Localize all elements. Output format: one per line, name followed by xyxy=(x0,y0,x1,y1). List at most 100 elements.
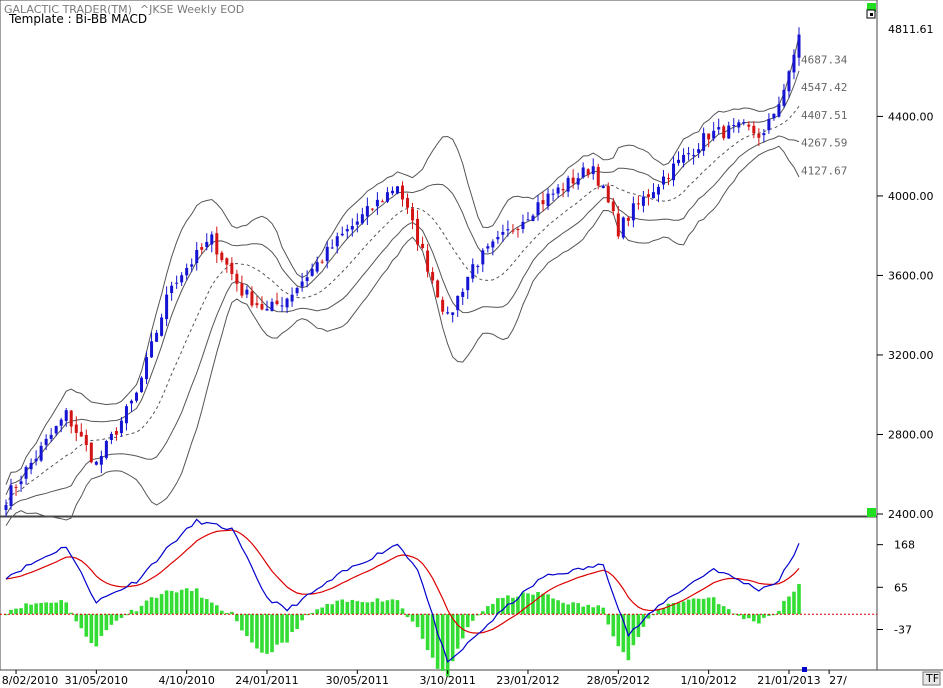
candle[interactable] xyxy=(782,83,786,108)
candle[interactable] xyxy=(586,168,590,178)
candle[interactable] xyxy=(446,306,450,315)
candle[interactable] xyxy=(129,399,133,412)
candle[interactable] xyxy=(140,376,144,393)
candle[interactable] xyxy=(732,118,736,133)
candle[interactable] xyxy=(511,224,515,235)
candle[interactable] xyxy=(531,213,535,222)
candle[interactable] xyxy=(626,216,630,227)
candle[interactable] xyxy=(521,214,525,234)
candle[interactable] xyxy=(104,439,108,460)
candle[interactable] xyxy=(210,231,214,253)
candle[interactable] xyxy=(245,285,249,299)
candle[interactable] xyxy=(335,232,339,254)
candle[interactable] xyxy=(365,197,369,226)
candle[interactable] xyxy=(270,298,274,312)
candle[interactable] xyxy=(375,192,379,215)
candle[interactable] xyxy=(360,207,364,225)
candle[interactable] xyxy=(74,416,78,442)
candle[interactable] xyxy=(406,193,410,214)
candle[interactable] xyxy=(677,151,681,166)
candle[interactable] xyxy=(310,263,314,277)
candle[interactable] xyxy=(160,313,164,337)
candle[interactable] xyxy=(546,188,550,211)
candle[interactable] xyxy=(69,409,73,434)
candle[interactable] xyxy=(89,442,93,464)
candle[interactable] xyxy=(260,296,264,311)
candle[interactable] xyxy=(596,163,600,190)
candle[interactable] xyxy=(611,197,615,216)
candle[interactable] xyxy=(416,210,420,251)
candle[interactable] xyxy=(651,183,655,199)
candle[interactable] xyxy=(486,243,490,253)
candle[interactable] xyxy=(320,259,324,264)
candle[interactable] xyxy=(471,258,475,283)
candle[interactable] xyxy=(370,208,374,212)
candle[interactable] xyxy=(506,220,510,237)
candle[interactable] xyxy=(692,148,696,165)
candle[interactable] xyxy=(155,330,159,342)
candle[interactable] xyxy=(581,162,585,179)
scroll-marker[interactable] xyxy=(802,667,807,672)
candle[interactable] xyxy=(451,312,455,323)
candle[interactable] xyxy=(124,404,128,431)
candle[interactable] xyxy=(491,239,495,256)
candle[interactable] xyxy=(114,427,118,441)
candle[interactable] xyxy=(325,241,329,269)
candle[interactable] xyxy=(401,181,404,207)
candle[interactable] xyxy=(165,286,169,327)
candle[interactable] xyxy=(14,484,18,496)
candle[interactable] xyxy=(456,295,460,318)
candle[interactable] xyxy=(79,423,83,437)
candle[interactable] xyxy=(591,158,595,180)
candle[interactable] xyxy=(175,275,179,289)
candle[interactable] xyxy=(787,69,791,99)
pane-resize-handle-bottom[interactable] xyxy=(867,508,876,517)
candle[interactable] xyxy=(682,148,686,168)
candle[interactable] xyxy=(601,184,605,189)
candle[interactable] xyxy=(702,127,706,156)
candle[interactable] xyxy=(330,239,334,249)
candle[interactable] xyxy=(752,121,756,139)
candle[interactable] xyxy=(712,122,716,142)
candle[interactable] xyxy=(767,113,771,134)
candle[interactable] xyxy=(390,186,394,196)
candle[interactable] xyxy=(84,429,88,452)
candle[interactable] xyxy=(672,156,676,187)
candle[interactable] xyxy=(501,224,505,243)
candle[interactable] xyxy=(59,417,63,433)
candle[interactable] xyxy=(350,218,354,237)
candle[interactable] xyxy=(541,192,545,212)
candle[interactable] xyxy=(9,478,13,510)
candle[interactable] xyxy=(49,428,53,443)
candle[interactable] xyxy=(411,202,415,230)
candle[interactable] xyxy=(290,287,294,307)
candle[interactable] xyxy=(300,273,304,292)
candle[interactable] xyxy=(280,296,284,313)
candle[interactable] xyxy=(19,475,23,492)
candle[interactable] xyxy=(536,194,540,221)
candle[interactable] xyxy=(385,187,389,203)
candle[interactable] xyxy=(661,170,665,190)
price-pane[interactable] xyxy=(0,0,878,517)
candle[interactable] xyxy=(134,391,138,403)
candle[interactable] xyxy=(109,431,113,445)
candle[interactable] xyxy=(255,295,259,309)
candle[interactable] xyxy=(762,128,766,143)
candle[interactable] xyxy=(656,184,660,203)
candle[interactable] xyxy=(240,275,244,299)
candle[interactable] xyxy=(54,425,58,437)
candle[interactable] xyxy=(315,256,319,274)
candle[interactable] xyxy=(571,169,575,189)
candle[interactable] xyxy=(285,297,289,313)
candle[interactable] xyxy=(305,270,309,288)
candle[interactable] xyxy=(230,257,234,281)
tf-button[interactable] xyxy=(922,671,941,686)
candle[interactable] xyxy=(99,450,103,474)
candle[interactable] xyxy=(797,27,801,66)
candle[interactable] xyxy=(631,196,635,228)
candle[interactable] xyxy=(441,296,445,315)
candle[interactable] xyxy=(516,227,520,238)
candle[interactable] xyxy=(747,121,751,131)
candle[interactable] xyxy=(556,184,560,199)
candle[interactable] xyxy=(34,450,38,466)
